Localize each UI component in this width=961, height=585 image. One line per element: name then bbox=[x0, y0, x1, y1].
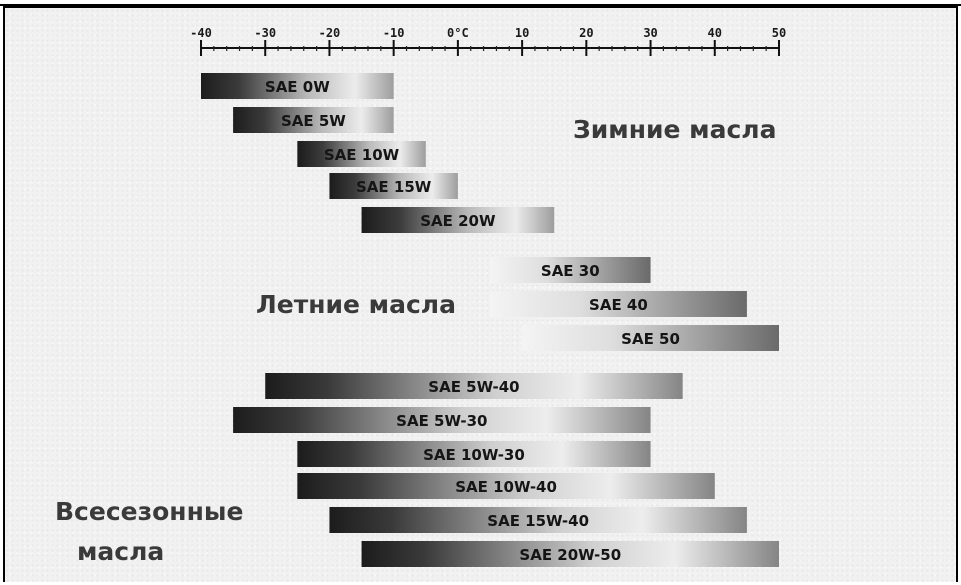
group-label-allseason-line1: Всесезонные bbox=[55, 497, 243, 526]
bar bbox=[361, 541, 779, 567]
bar bbox=[265, 373, 683, 399]
top-border bbox=[0, 0, 961, 6]
tick-label: 0°C bbox=[447, 26, 469, 40]
bar bbox=[361, 207, 555, 233]
bar bbox=[233, 407, 651, 433]
bars: SAE 0W SAE 5W SAE 10W SAE 15W SAE 20W SAE 30 S… bbox=[201, 73, 779, 567]
bar-label: SAE 50 bbox=[621, 330, 680, 348]
bar bbox=[522, 325, 779, 351]
bar-label: SAE 10W-30 bbox=[423, 446, 525, 464]
tick-label: 20 bbox=[579, 26, 593, 40]
bar-label: SAE 5W-30 bbox=[396, 412, 487, 430]
bar bbox=[201, 73, 394, 99]
bar-label: SAE 20W-50 bbox=[519, 546, 621, 564]
bar-label: SAE 15W bbox=[356, 178, 432, 196]
tick-label: -30 bbox=[254, 26, 276, 40]
tick-label: -40 bbox=[190, 26, 212, 40]
bar-label: SAE 40 bbox=[589, 296, 648, 314]
bar-label: SAE 30 bbox=[541, 262, 600, 280]
bar bbox=[233, 107, 394, 133]
tick-label: -10 bbox=[383, 26, 405, 40]
bar bbox=[297, 473, 715, 499]
tick-label: -20 bbox=[319, 26, 341, 40]
bar-label: SAE 10W-40 bbox=[455, 478, 557, 496]
bar bbox=[329, 507, 747, 533]
bar bbox=[490, 291, 747, 317]
bar-label: SAE 15W-40 bbox=[487, 512, 589, 530]
bar-label: SAE 5W bbox=[281, 112, 346, 130]
group-labels: Зимние масла Летние масла Всесезонные масла bbox=[55, 115, 776, 566]
bar bbox=[329, 173, 458, 199]
bar bbox=[297, 441, 651, 467]
bar-label: SAE 20W bbox=[420, 212, 496, 230]
tick-label: 50 bbox=[772, 26, 786, 40]
tick-label: 40 bbox=[708, 26, 722, 40]
bar-label: SAE 10W bbox=[324, 146, 400, 164]
tick-label: 30 bbox=[643, 26, 657, 40]
tick-label: 10 bbox=[515, 26, 529, 40]
bar bbox=[490, 257, 651, 283]
bar-label: SAE 0W bbox=[265, 78, 330, 96]
group-label-allseason-line2: масла bbox=[77, 537, 164, 566]
x-axis: -40 -30 -20 -10 0°C 10 20 30 40 50 bbox=[190, 26, 786, 56]
group-label-summer: Летние масла bbox=[256, 290, 456, 319]
group-label-winter: Зимние масла bbox=[573, 115, 776, 144]
bar-label: SAE 5W-40 bbox=[428, 378, 519, 396]
bar bbox=[297, 141, 426, 167]
